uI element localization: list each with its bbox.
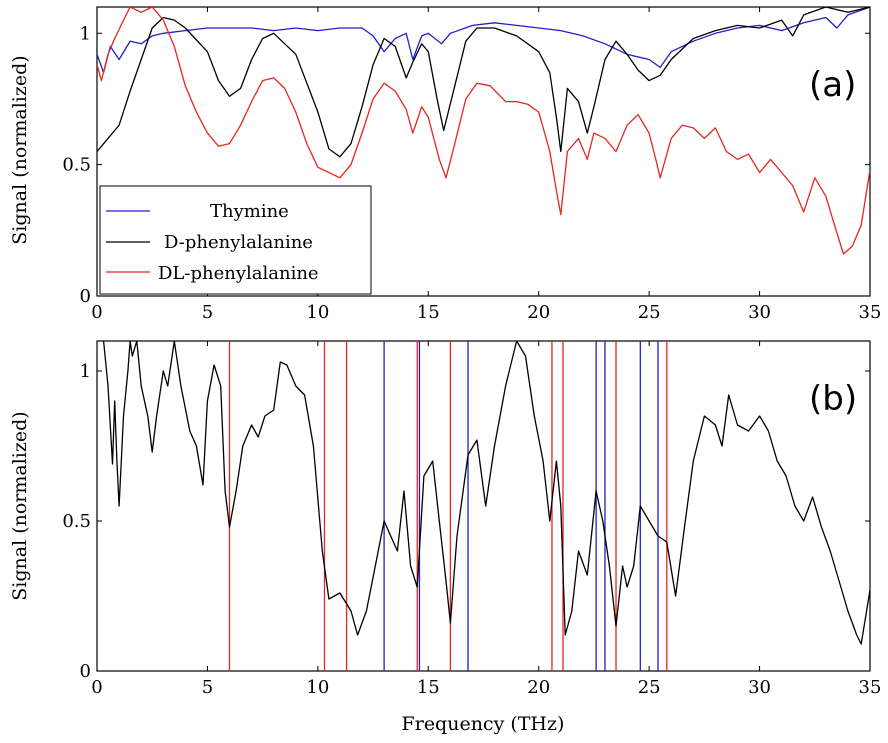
- x-tick-label: 25: [638, 302, 661, 323]
- x-axis-label: Frequency (THz): [402, 713, 565, 735]
- series-line-signal: [104, 341, 870, 644]
- y-tick-label: 0.5: [62, 511, 91, 532]
- panel-b-ticks: 0 5 10 15 20 25 30 35 0 0.5 1: [62, 341, 881, 698]
- panel-a-letter: (a): [809, 65, 856, 105]
- y-tick-label: 0: [80, 661, 91, 682]
- legend: Thymine D-phenylalanine DL-phenylalanine: [100, 186, 371, 294]
- panel-a-ylabel: Signal (normalized): [9, 55, 31, 244]
- x-tick-label: 5: [202, 302, 213, 323]
- panel-b-vlines: [230, 341, 667, 671]
- panel-b-series: [104, 341, 870, 644]
- legend-label-d-phe: D-phenylalanine: [164, 232, 313, 253]
- x-tick-label: 15: [417, 677, 440, 698]
- panel-b: 0 5 10 15 20 25 30 35 0 0.5 1 (b) Signal (normaliz…: [9, 341, 881, 735]
- x-tick-label: 0: [91, 677, 102, 698]
- x-tick-label: 35: [859, 302, 882, 323]
- panel-b-ylabel: Signal (normalized): [9, 411, 31, 600]
- x-tick-label: 25: [638, 677, 661, 698]
- y-tick-label: 1: [80, 23, 91, 44]
- x-tick-label: 5: [202, 677, 213, 698]
- legend-label-dl-phe: DL-phenylalanine: [158, 263, 319, 284]
- y-tick-label: 0: [80, 286, 91, 307]
- x-tick-label: 20: [527, 302, 550, 323]
- x-tick-label: 0: [91, 302, 102, 323]
- panel-b-letter: (b): [809, 379, 857, 419]
- x-tick-label: 15: [417, 302, 440, 323]
- x-tick-label: 10: [306, 677, 329, 698]
- panel-a: 0 5 10 15 20 25 30 35 0 0.5 1 (a) Signal (normaliz…: [9, 7, 881, 323]
- y-tick-label: 1: [80, 361, 91, 382]
- panel-b-frame: [97, 341, 870, 671]
- series-line-thymine: [97, 7, 870, 73]
- x-tick-label: 20: [527, 677, 550, 698]
- series-line-d-phenylalanine: [97, 7, 870, 157]
- x-tick-label: 30: [748, 302, 771, 323]
- y-tick-label: 0.5: [62, 155, 91, 176]
- x-tick-label: 35: [859, 677, 882, 698]
- legend-label-thymine: Thymine: [210, 201, 289, 222]
- x-tick-label: 10: [306, 302, 329, 323]
- x-tick-label: 30: [748, 677, 771, 698]
